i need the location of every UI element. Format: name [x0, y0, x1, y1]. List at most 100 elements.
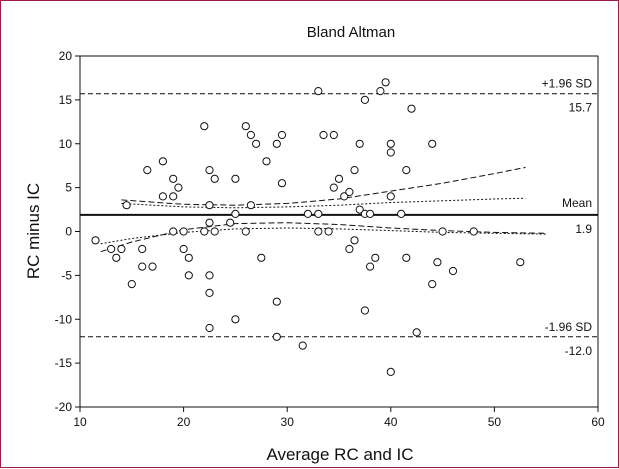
data-point	[381, 78, 390, 87]
data-point	[231, 209, 240, 218]
mean-value-bg	[546, 221, 594, 236]
x-axis-label: Average RC and IC	[266, 445, 413, 464]
data-point	[329, 183, 338, 192]
mean-label: Mean	[562, 196, 592, 210]
y-tick-label: -20	[55, 400, 73, 414]
data-point	[179, 244, 188, 254]
data-point	[117, 244, 126, 254]
data-point	[350, 166, 359, 175]
data-point	[205, 271, 214, 280]
data-point	[303, 209, 312, 218]
data-point	[257, 253, 266, 262]
y-tick-label: 20	[59, 49, 73, 63]
data-point	[107, 244, 116, 254]
data-point	[246, 130, 255, 140]
data-point	[397, 209, 406, 218]
data-point	[169, 174, 178, 183]
data-point	[412, 328, 421, 337]
data-point	[231, 315, 240, 324]
data-point	[200, 122, 209, 131]
data-point	[360, 95, 369, 105]
data-point	[179, 227, 188, 236]
data-point	[350, 236, 359, 245]
data-point	[241, 122, 250, 131]
data-point	[127, 280, 136, 289]
data-point	[226, 218, 235, 227]
data-point	[277, 179, 287, 188]
data-point	[91, 236, 100, 245]
data-point	[366, 209, 375, 218]
data-point	[469, 227, 478, 236]
data-point	[433, 258, 442, 267]
data-point	[345, 187, 354, 197]
data-point	[376, 87, 385, 96]
data-point	[272, 332, 281, 341]
lower-loa-label-bg	[546, 319, 594, 334]
y-tick-label: -5	[61, 268, 72, 282]
data-point	[184, 271, 193, 280]
data-point	[158, 157, 167, 166]
y-tick-label: 5	[65, 181, 72, 195]
data-point	[174, 183, 183, 192]
data-points	[91, 78, 525, 376]
data-point	[402, 166, 411, 175]
x-tick-label: 30	[281, 415, 295, 429]
data-point	[210, 227, 219, 236]
data-point	[158, 192, 167, 201]
data-point	[366, 262, 375, 271]
data-point	[340, 192, 349, 201]
data-point	[428, 280, 437, 289]
data-point	[319, 130, 328, 140]
data-point	[438, 227, 447, 236]
data-point	[277, 130, 287, 140]
data-point	[360, 306, 369, 315]
data-point	[210, 174, 219, 183]
data-point	[407, 104, 416, 113]
data-point	[402, 253, 411, 262]
data-point	[252, 139, 261, 148]
data-point	[355, 139, 364, 148]
data-point	[169, 192, 178, 201]
ci-curve	[100, 227, 547, 245]
data-point	[138, 262, 147, 271]
mean-label-bg	[546, 195, 594, 210]
lower-loa-label: -1.96 SD	[545, 320, 593, 334]
axis-ticks: 10 20 30 40 50 60 -20 -15 -10 -5 0 5 10 15 20	[55, 49, 605, 429]
data-point	[231, 174, 240, 183]
y-axis-label: RC minus IC	[24, 183, 43, 279]
data-point	[386, 139, 395, 148]
chart-title: Bland Altman	[307, 24, 395, 41]
mean-value: 1.9	[575, 222, 592, 236]
data-point	[143, 166, 152, 175]
lower-loa-value-bg	[546, 343, 594, 358]
data-point	[184, 253, 193, 262]
plot-frame	[79, 55, 599, 408]
data-point	[205, 323, 214, 333]
x-tick-label: 50	[488, 415, 502, 429]
data-point	[205, 288, 214, 297]
line-annotations: +1.96 SD 15.7 Mean 1.9 -1.96 SD -12.0	[542, 76, 594, 358]
upper-loa-label-bg	[546, 76, 594, 91]
data-point	[355, 205, 364, 214]
data-point	[386, 367, 395, 376]
y-tick-label: 15	[59, 93, 73, 107]
data-point	[148, 262, 157, 271]
x-tick-label: 40	[384, 415, 398, 429]
lower-loa-value: -12.0	[565, 344, 593, 358]
data-point	[314, 209, 323, 218]
y-tick-label: -15	[55, 356, 73, 370]
data-point	[371, 253, 380, 262]
data-point	[112, 253, 121, 262]
x-tick-label: 60	[591, 415, 605, 429]
data-point	[386, 192, 395, 201]
ci-curve	[121, 197, 526, 209]
data-point	[241, 227, 250, 236]
data-point	[205, 201, 214, 210]
x-tick-label: 10	[73, 415, 87, 429]
data-point	[386, 148, 395, 157]
data-point	[324, 227, 333, 236]
data-point	[314, 227, 323, 236]
upper-loa-label: +1.96 SD	[542, 77, 593, 91]
